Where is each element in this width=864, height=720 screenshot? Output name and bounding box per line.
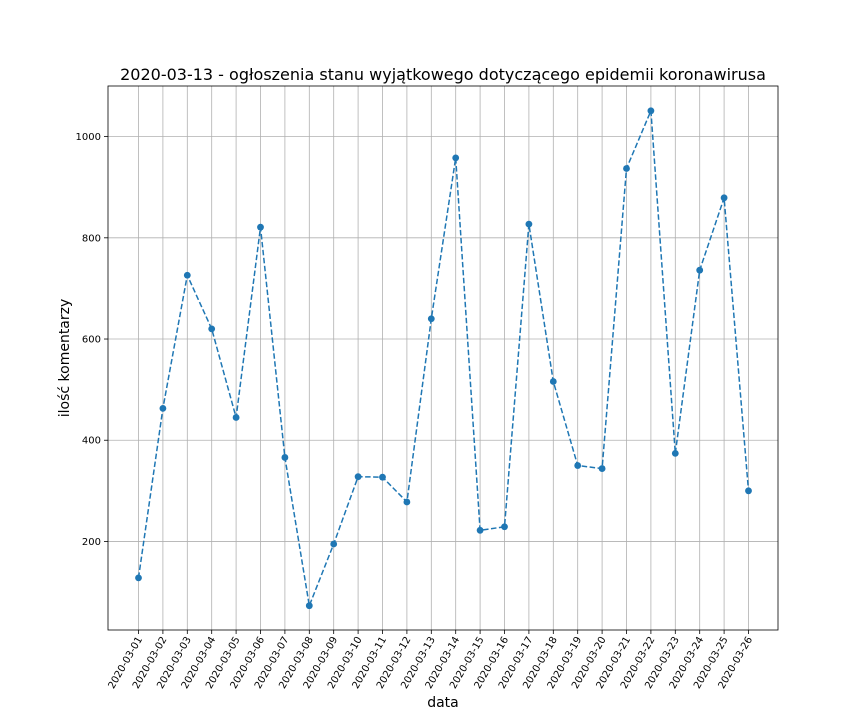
data-point [159,404,167,412]
data-point [427,315,435,323]
data-point [452,154,460,162]
y-tick-label: 800 [82,233,101,244]
grid [108,86,778,630]
plot-area [108,86,778,630]
data-point [379,473,386,481]
y-axis-label: ilość komentarzy [57,299,73,418]
data-point [208,325,216,333]
x-axis-label: data [427,695,459,711]
y-tick-label: 200 [82,537,101,548]
data-point [647,107,655,115]
data-point [354,473,362,481]
y-tick-label: 1000 [76,132,101,143]
data-point [549,378,557,385]
data-point [598,465,606,472]
data-point [574,462,582,469]
chart-title: 2020-03-13 - ogłoszenia stanu wyjątkoweg… [120,65,766,84]
data-point [501,523,508,531]
data-point [305,602,313,610]
data-point [525,220,533,228]
data-point [183,271,191,279]
data-point [135,574,142,582]
series-layer [135,107,752,610]
series-line [137,110,750,609]
data-point [257,223,264,231]
data-point [403,498,411,506]
y-tick-label: 600 [82,335,101,346]
data-point [476,526,484,534]
y-tick-label: 400 [82,436,101,447]
data-point [623,165,630,172]
data-point [281,454,289,461]
plot-frame [107,85,779,631]
data-point [232,414,240,421]
data-point [745,487,752,495]
data-point [696,266,704,274]
data-point [720,194,728,202]
data-point [671,449,679,457]
data-point [330,540,338,548]
